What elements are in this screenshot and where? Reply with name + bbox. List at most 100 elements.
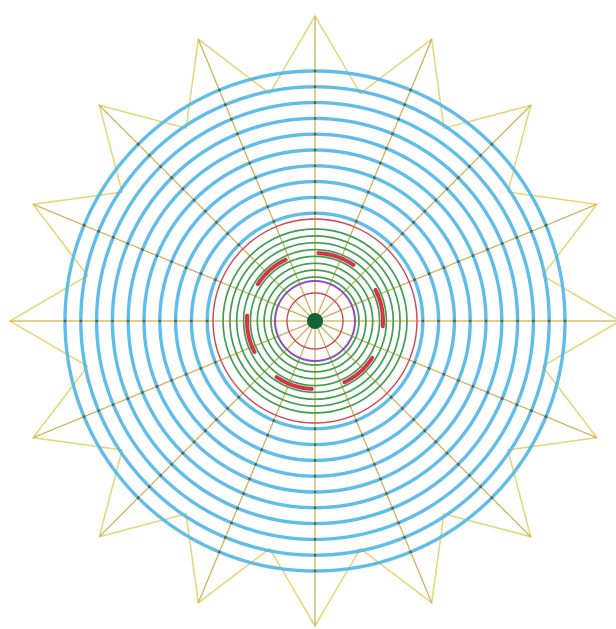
hub-center-dot [307,313,323,329]
junction-dot [453,319,456,323]
junction-dot [184,372,188,376]
junction-dot [437,319,440,323]
junction-dot [403,103,406,106]
junction-dot [434,440,438,444]
junction-dot [397,117,400,121]
junction-dot [199,272,203,276]
junction-dot [248,161,252,165]
junction-dot [456,462,460,466]
junction-dot [423,209,427,213]
junction-dot [385,492,388,495]
junction-dot [226,232,230,236]
junction-dot [471,254,475,257]
junction-dot [360,433,364,437]
green-ring [249,255,381,387]
junction-dot [457,379,460,382]
junction-dot [313,69,317,73]
junction-dot [445,451,449,455]
purple-ring [274,280,356,362]
junction-dot [192,198,196,202]
junction-dot [457,260,460,263]
junction-dot [148,485,151,488]
junction-dot [409,550,413,554]
junction-dot [479,485,482,488]
green-ring [235,241,395,401]
junction-dot [237,243,241,247]
junction-dot [313,211,317,215]
red-arc-mark [373,288,385,329]
junction-dot [366,448,370,452]
green-ring [222,228,408,414]
junction-dot [242,492,245,495]
junction-dot [217,88,221,92]
junction-dot [360,205,364,209]
junction-dot [500,397,504,400]
junction-dot [544,415,548,419]
junction-dot [373,176,376,180]
purple-inner-ring [274,280,356,362]
junction-dot [203,429,207,433]
junction-dot [272,220,276,223]
junction-dot [442,372,446,376]
junction-dot [313,569,317,573]
junction-dot [313,538,317,541]
junction-dot [313,148,317,152]
junction-dot [313,196,317,199]
junction-dot [111,403,115,406]
junction-dot [468,165,471,169]
red-ring [212,218,418,424]
junction-dot [532,319,535,323]
junction-dot [479,154,482,157]
junction-dot [126,242,130,245]
junction-dot [141,248,144,251]
junction-dot [230,117,233,121]
junction-dot [490,496,494,500]
junction-dot [391,506,394,510]
red-ring [286,292,344,350]
junction-dot [563,319,567,323]
junction-dot [500,319,504,323]
junction-dot [170,379,174,382]
green-ring [270,276,360,366]
green-ring [229,235,401,407]
junction-dot [515,403,519,406]
junction-dot [214,360,217,364]
junction-dot [205,319,209,323]
junction-dot [136,496,140,500]
junction-dot [391,132,394,136]
junction-dot [181,187,185,191]
junction-dot [442,266,446,270]
junction-dot [366,190,370,194]
red-arc-marks [245,251,385,391]
junction-dot [313,427,317,431]
junction-dot [413,278,416,282]
junction-dot [412,221,415,224]
junction-dot [401,232,404,236]
junction-dot [236,506,239,510]
junction-dot [397,521,400,525]
junction-dot [214,278,217,282]
junction-dot [215,221,218,224]
junction-dot [403,536,406,539]
junction-dot [313,101,317,104]
red-arc-mark [342,355,375,385]
junction-dot [237,395,241,399]
junction-dot [199,366,203,370]
junction-dot [226,407,230,410]
junction-dot [260,190,264,194]
junction-dot [242,147,245,150]
junction-dot [192,440,196,444]
junction-dot [155,254,159,257]
junction-dot [468,474,471,477]
junction-dot [136,142,140,146]
junction-dot [111,236,115,239]
junction-dot [184,266,188,270]
junction-dot [170,176,174,180]
green-hub-spiral [222,228,408,414]
junction-dot [313,164,317,168]
junction-dot [217,550,221,554]
junction-dot [427,272,431,276]
junction-dot [236,132,239,136]
junction-dot [486,248,489,251]
junction-dot [97,409,100,412]
